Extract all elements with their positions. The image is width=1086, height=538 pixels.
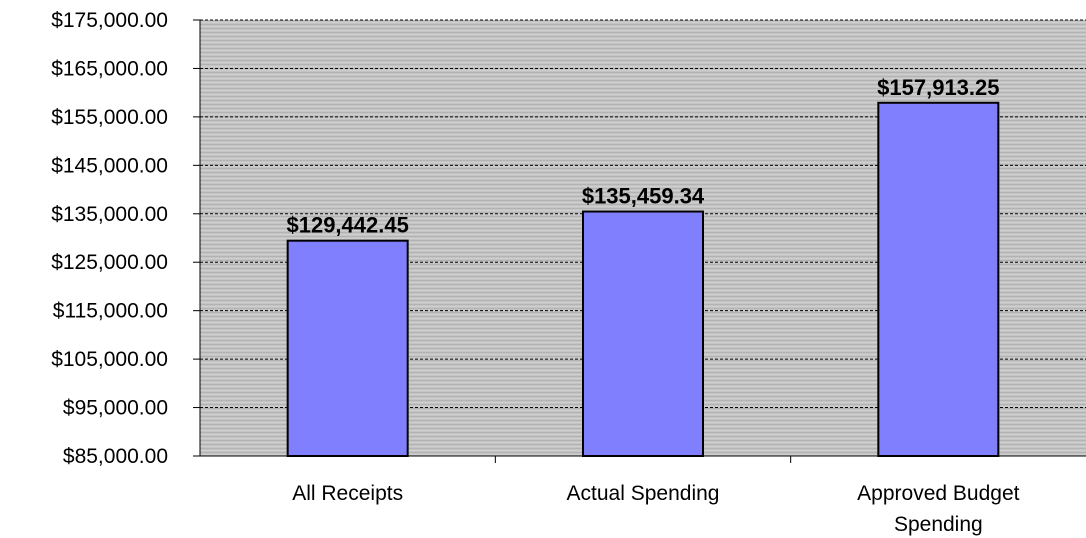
- category-label: Actual Spending: [567, 482, 720, 505]
- bar: [877, 101, 1000, 457]
- y-tick-label: $105,000.00: [51, 348, 168, 371]
- category-label: Spending: [894, 513, 983, 536]
- y-tick-label: $175,000.00: [51, 9, 168, 32]
- category-label: Approved Budget: [857, 482, 1019, 505]
- bar: [582, 210, 704, 457]
- y-tick-label: $125,000.00: [51, 251, 168, 274]
- y-tick-label: $165,000.00: [51, 57, 168, 80]
- y-tick-label: $145,000.00: [51, 154, 168, 177]
- bars: [286, 101, 1000, 457]
- bar: [286, 239, 409, 457]
- y-tick-label: $95,000.00: [63, 397, 168, 420]
- y-tick-label: $115,000.00: [53, 300, 168, 323]
- data-label: $135,459.34: [582, 184, 705, 209]
- data-label: $157,913.25: [877, 75, 999, 100]
- y-tick-label: $155,000.00: [51, 106, 168, 129]
- labels: $85,000.00 $95,000.00 $105,000.00 $115,000.…: [51, 9, 1019, 536]
- y-tick-label: $85,000.00: [63, 445, 168, 468]
- y-tick-label: $135,000.00: [51, 203, 168, 226]
- axes: [193, 19, 1086, 463]
- category-label: All Receipts: [292, 482, 403, 505]
- data-label: $129,442.45: [286, 213, 408, 238]
